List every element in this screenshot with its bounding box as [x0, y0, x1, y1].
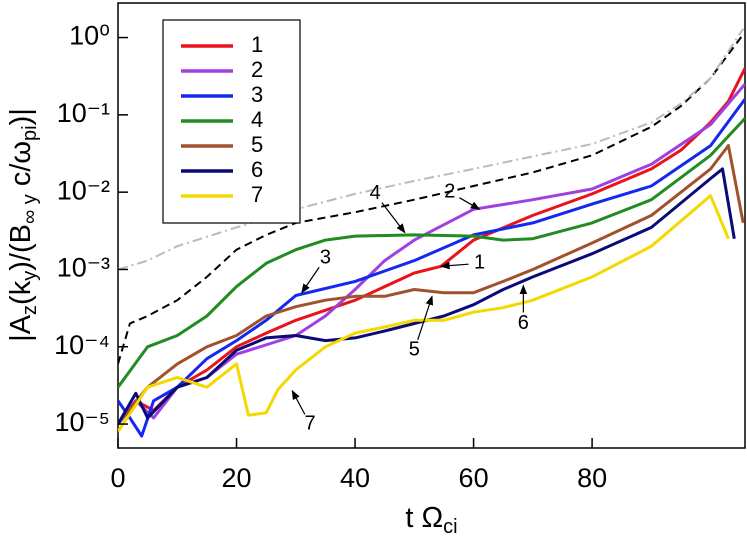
annotation-label: 1	[474, 252, 485, 274]
y-tick-label: 10⁻⁵	[55, 407, 110, 437]
legend-label: 5	[251, 132, 263, 157]
annotation-arrow	[440, 261, 469, 270]
plot-frame	[117, 2, 746, 449]
y-tick-label: 10⁰	[69, 21, 110, 51]
series-line	[118, 33, 745, 365]
legend-label: 3	[251, 82, 263, 107]
y-axis-label-part: (k	[5, 280, 37, 305]
annotation-arrow	[291, 389, 306, 415]
annotation-label: 5	[409, 339, 420, 361]
annotation-arrow	[381, 202, 406, 234]
y-axis-label-part: pi	[19, 125, 41, 141]
y-axis-label-part: c/ω	[5, 141, 37, 194]
y-tick-label: 10⁻³	[57, 253, 110, 283]
y-axis-label-part: )/(B	[5, 224, 37, 271]
series-line	[118, 144, 745, 426]
x-tick-label: 0	[110, 463, 125, 493]
annotation-arrow	[301, 266, 320, 294]
annotation-arrow	[417, 295, 434, 341]
annotation-label: 4	[370, 182, 381, 204]
legend-label: 6	[251, 157, 263, 182]
x-axis-label-part: ci	[443, 516, 457, 538]
legend-label: 7	[251, 182, 263, 207]
annotation-arrow	[459, 197, 481, 210]
plot-lines	[118, 28, 745, 438]
y-axis-label-part: )|	[5, 108, 37, 125]
annotation-label: 7	[304, 412, 315, 434]
series-line	[118, 167, 736, 425]
x-tick-label: 40	[340, 463, 370, 493]
annotation-label: 2	[444, 180, 455, 202]
series-line	[118, 98, 745, 438]
y-axis-label-part: ∞ y	[19, 194, 41, 224]
series-line	[118, 117, 745, 389]
y-axis-label: |Az(ky)/(B∞ y c/ωpi)|	[5, 108, 41, 342]
legend-label: 2	[251, 57, 263, 82]
series-line	[118, 194, 730, 433]
annotation-label: 3	[320, 246, 331, 268]
x-axis-label: t Ωci	[405, 502, 457, 538]
x-tick-label: 80	[577, 463, 607, 493]
x-tick-label: 60	[459, 463, 489, 493]
y-tick-label: 10⁻¹	[57, 98, 110, 128]
y-tick-label: 10⁻⁴	[54, 330, 110, 360]
legend-label: 4	[251, 107, 263, 132]
y-axis-label-part: y	[19, 271, 41, 281]
y-axis-label-part: |A	[5, 314, 37, 342]
y-tick-label: 10⁻²	[57, 175, 110, 205]
series-line	[118, 28, 745, 271]
x-axis-label-part: t Ω	[405, 502, 443, 534]
legend-label: 1	[251, 32, 263, 57]
y-axis-label-part: z	[19, 305, 41, 315]
x-tick-label: 20	[222, 463, 252, 493]
annotation-label: 6	[518, 312, 529, 334]
